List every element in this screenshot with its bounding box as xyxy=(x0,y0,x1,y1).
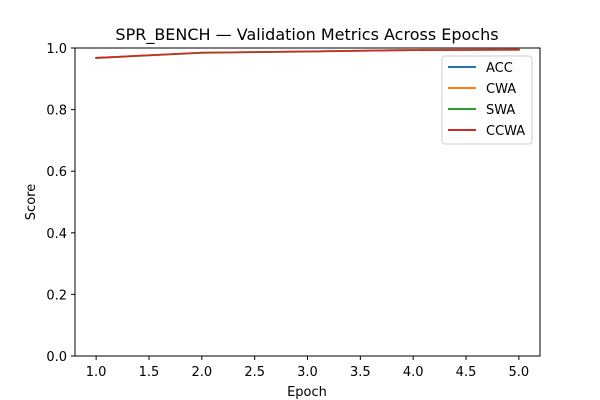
x-axis-ticks: 1.0 1.5 2.0 2.5 3.0 3.5 4.0 4.5 5.0 xyxy=(86,356,529,380)
y-tick-label: 0.8 xyxy=(46,104,67,119)
series-layer xyxy=(95,48,520,60)
x-tick-label: 3.0 xyxy=(297,365,318,380)
legend-box xyxy=(441,55,533,145)
y-axis-label: Score xyxy=(24,184,39,220)
x-axis-label: Epoch xyxy=(287,385,327,400)
legend-label-swa: SWA xyxy=(486,103,515,118)
legend-label-ccwa: CCWA xyxy=(486,124,525,139)
x-tick-label: 4.5 xyxy=(456,365,477,380)
legend: ACC CWA SWA CCWA xyxy=(441,55,533,145)
x-tick-label: 5.0 xyxy=(509,365,530,380)
y-axis-ticks: 0.0 0.2 0.4 0.6 0.8 1.0 xyxy=(46,42,75,365)
x-tick-label: 2.5 xyxy=(244,365,265,380)
series-line-ccwa xyxy=(95,49,520,59)
legend-label-cwa: CWA xyxy=(486,82,516,97)
y-tick-label: 0.6 xyxy=(46,165,67,180)
x-tick-label: 1.5 xyxy=(139,365,160,380)
y-tick-label: 1.0 xyxy=(46,42,67,57)
legend-label-acc: ACC xyxy=(486,61,513,76)
y-tick-label: 0.2 xyxy=(46,288,67,303)
x-tick-label: 2.0 xyxy=(191,365,212,380)
y-tick-label: 0.4 xyxy=(46,227,67,242)
x-tick-label: 1.0 xyxy=(86,365,107,380)
x-tick-label: 3.5 xyxy=(350,365,371,380)
y-tick-label: 0.0 xyxy=(46,350,67,365)
x-tick-label: 4.0 xyxy=(403,365,424,380)
chart-title: SPR_BENCH — Validation Metrics Across Ep… xyxy=(115,25,498,45)
